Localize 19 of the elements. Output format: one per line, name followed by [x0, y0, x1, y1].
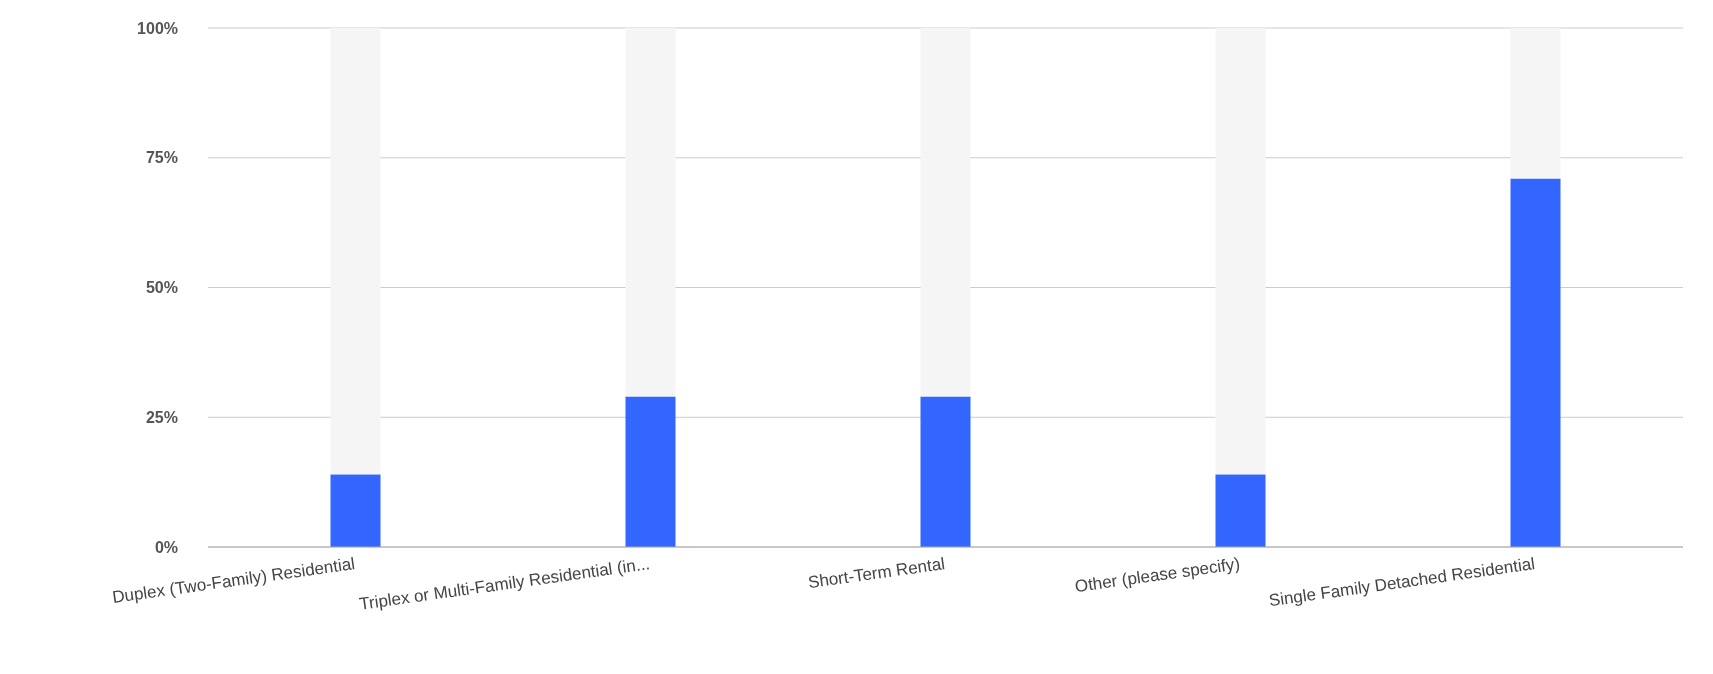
x-tick-label: Short-Term Rental	[806, 554, 947, 593]
x-tick-label: Other (please specify)	[1073, 554, 1242, 597]
y-tick-label: 100%	[137, 19, 178, 37]
bar	[625, 396, 676, 547]
bar	[1215, 474, 1266, 547]
y-tick-label: 25%	[145, 408, 178, 426]
x-tick-label: Triplex or Multi-Family Residential (in...	[358, 554, 652, 614]
bar	[330, 28, 381, 475]
bar	[920, 396, 971, 547]
bar	[1510, 28, 1561, 179]
bar	[920, 28, 971, 397]
bar	[1510, 178, 1561, 547]
bar	[330, 474, 381, 547]
bar	[625, 28, 676, 397]
y-tick-label: 75%	[145, 149, 178, 167]
y-tick-label: 50%	[145, 279, 178, 297]
bar	[1215, 28, 1266, 475]
x-tick-label: Single Family Detached Residential	[1267, 554, 1537, 611]
y-tick-label: 0%	[154, 538, 178, 556]
